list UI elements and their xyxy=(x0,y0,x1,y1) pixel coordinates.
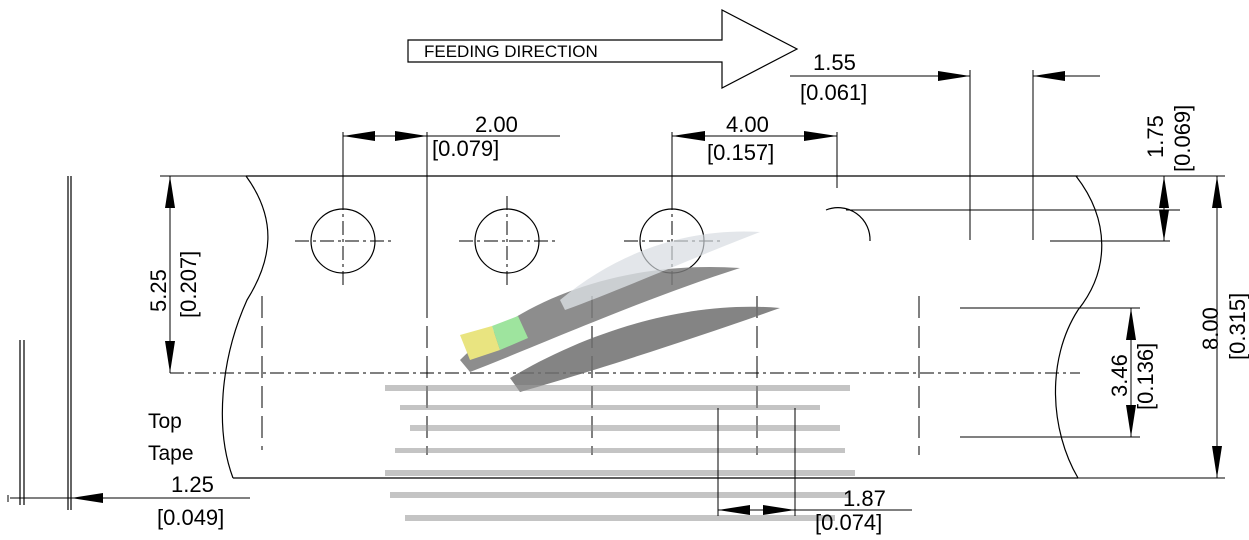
dim-2.00-mm: 2.00 xyxy=(475,112,518,137)
tape-outline xyxy=(221,175,1103,479)
dimension-2.00: 2.00 [0.079] xyxy=(342,112,560,300)
dim-5.25-mm: 5.25 xyxy=(146,269,171,312)
dim-2.00-inch: [0.079] xyxy=(432,136,499,161)
dim-8.00-inch: [0.315] xyxy=(1225,293,1249,360)
dim-1.75-mm: 1.75 xyxy=(1143,115,1168,158)
dim-1.55-mm: 1.55 xyxy=(813,50,856,75)
dim-3.46-inch: [0.136] xyxy=(1133,343,1158,410)
dim-8.00-mm: 8.00 xyxy=(1198,307,1223,350)
dim-1.75-inch: [0.069] xyxy=(1170,105,1195,172)
pocket-shading xyxy=(385,231,855,521)
dim-5.25-inch: [0.207] xyxy=(176,251,201,318)
dimension-5.25: 5.25 [0.207] xyxy=(146,175,246,373)
sprocket-holes xyxy=(295,196,871,287)
side-view: 1.25 [0.049] Top Tape xyxy=(7,176,250,530)
dim-1.87-mm: 1.87 xyxy=(843,486,886,511)
dim-1.87-inch: [0.074] xyxy=(815,510,882,535)
dimension-1.75: 1.75 [0.069] xyxy=(846,105,1195,242)
dim-1.25-inch: [0.049] xyxy=(157,505,224,530)
dimension-3.46: 3.46 [0.136] xyxy=(960,307,1158,438)
dim-4.00-inch: [0.157] xyxy=(707,140,774,165)
dimension-4.00: 4.00 [0.157] xyxy=(671,112,838,205)
top-tape-label-line1: Top xyxy=(148,410,182,433)
feeding-direction-label: FEEDING DIRECTION xyxy=(424,42,598,61)
dim-1.25-mm: 1.25 xyxy=(171,472,214,497)
top-tape-label-line2: Tape xyxy=(148,442,194,465)
dim-1.55-inch: [0.061] xyxy=(800,80,867,105)
dim-4.00-mm: 4.00 xyxy=(726,112,769,137)
dimension-8.00: 8.00 [0.315] xyxy=(1078,175,1249,479)
feeding-direction-arrow: FEEDING DIRECTION xyxy=(407,9,799,89)
dimension-1.55: 1.55 [0.061] xyxy=(790,50,1100,240)
dim-3.46-mm: 3.46 xyxy=(1107,354,1132,397)
dimension-1.87: 1.87 [0.074] xyxy=(717,408,912,535)
partial-sprocket-hole xyxy=(825,207,871,242)
